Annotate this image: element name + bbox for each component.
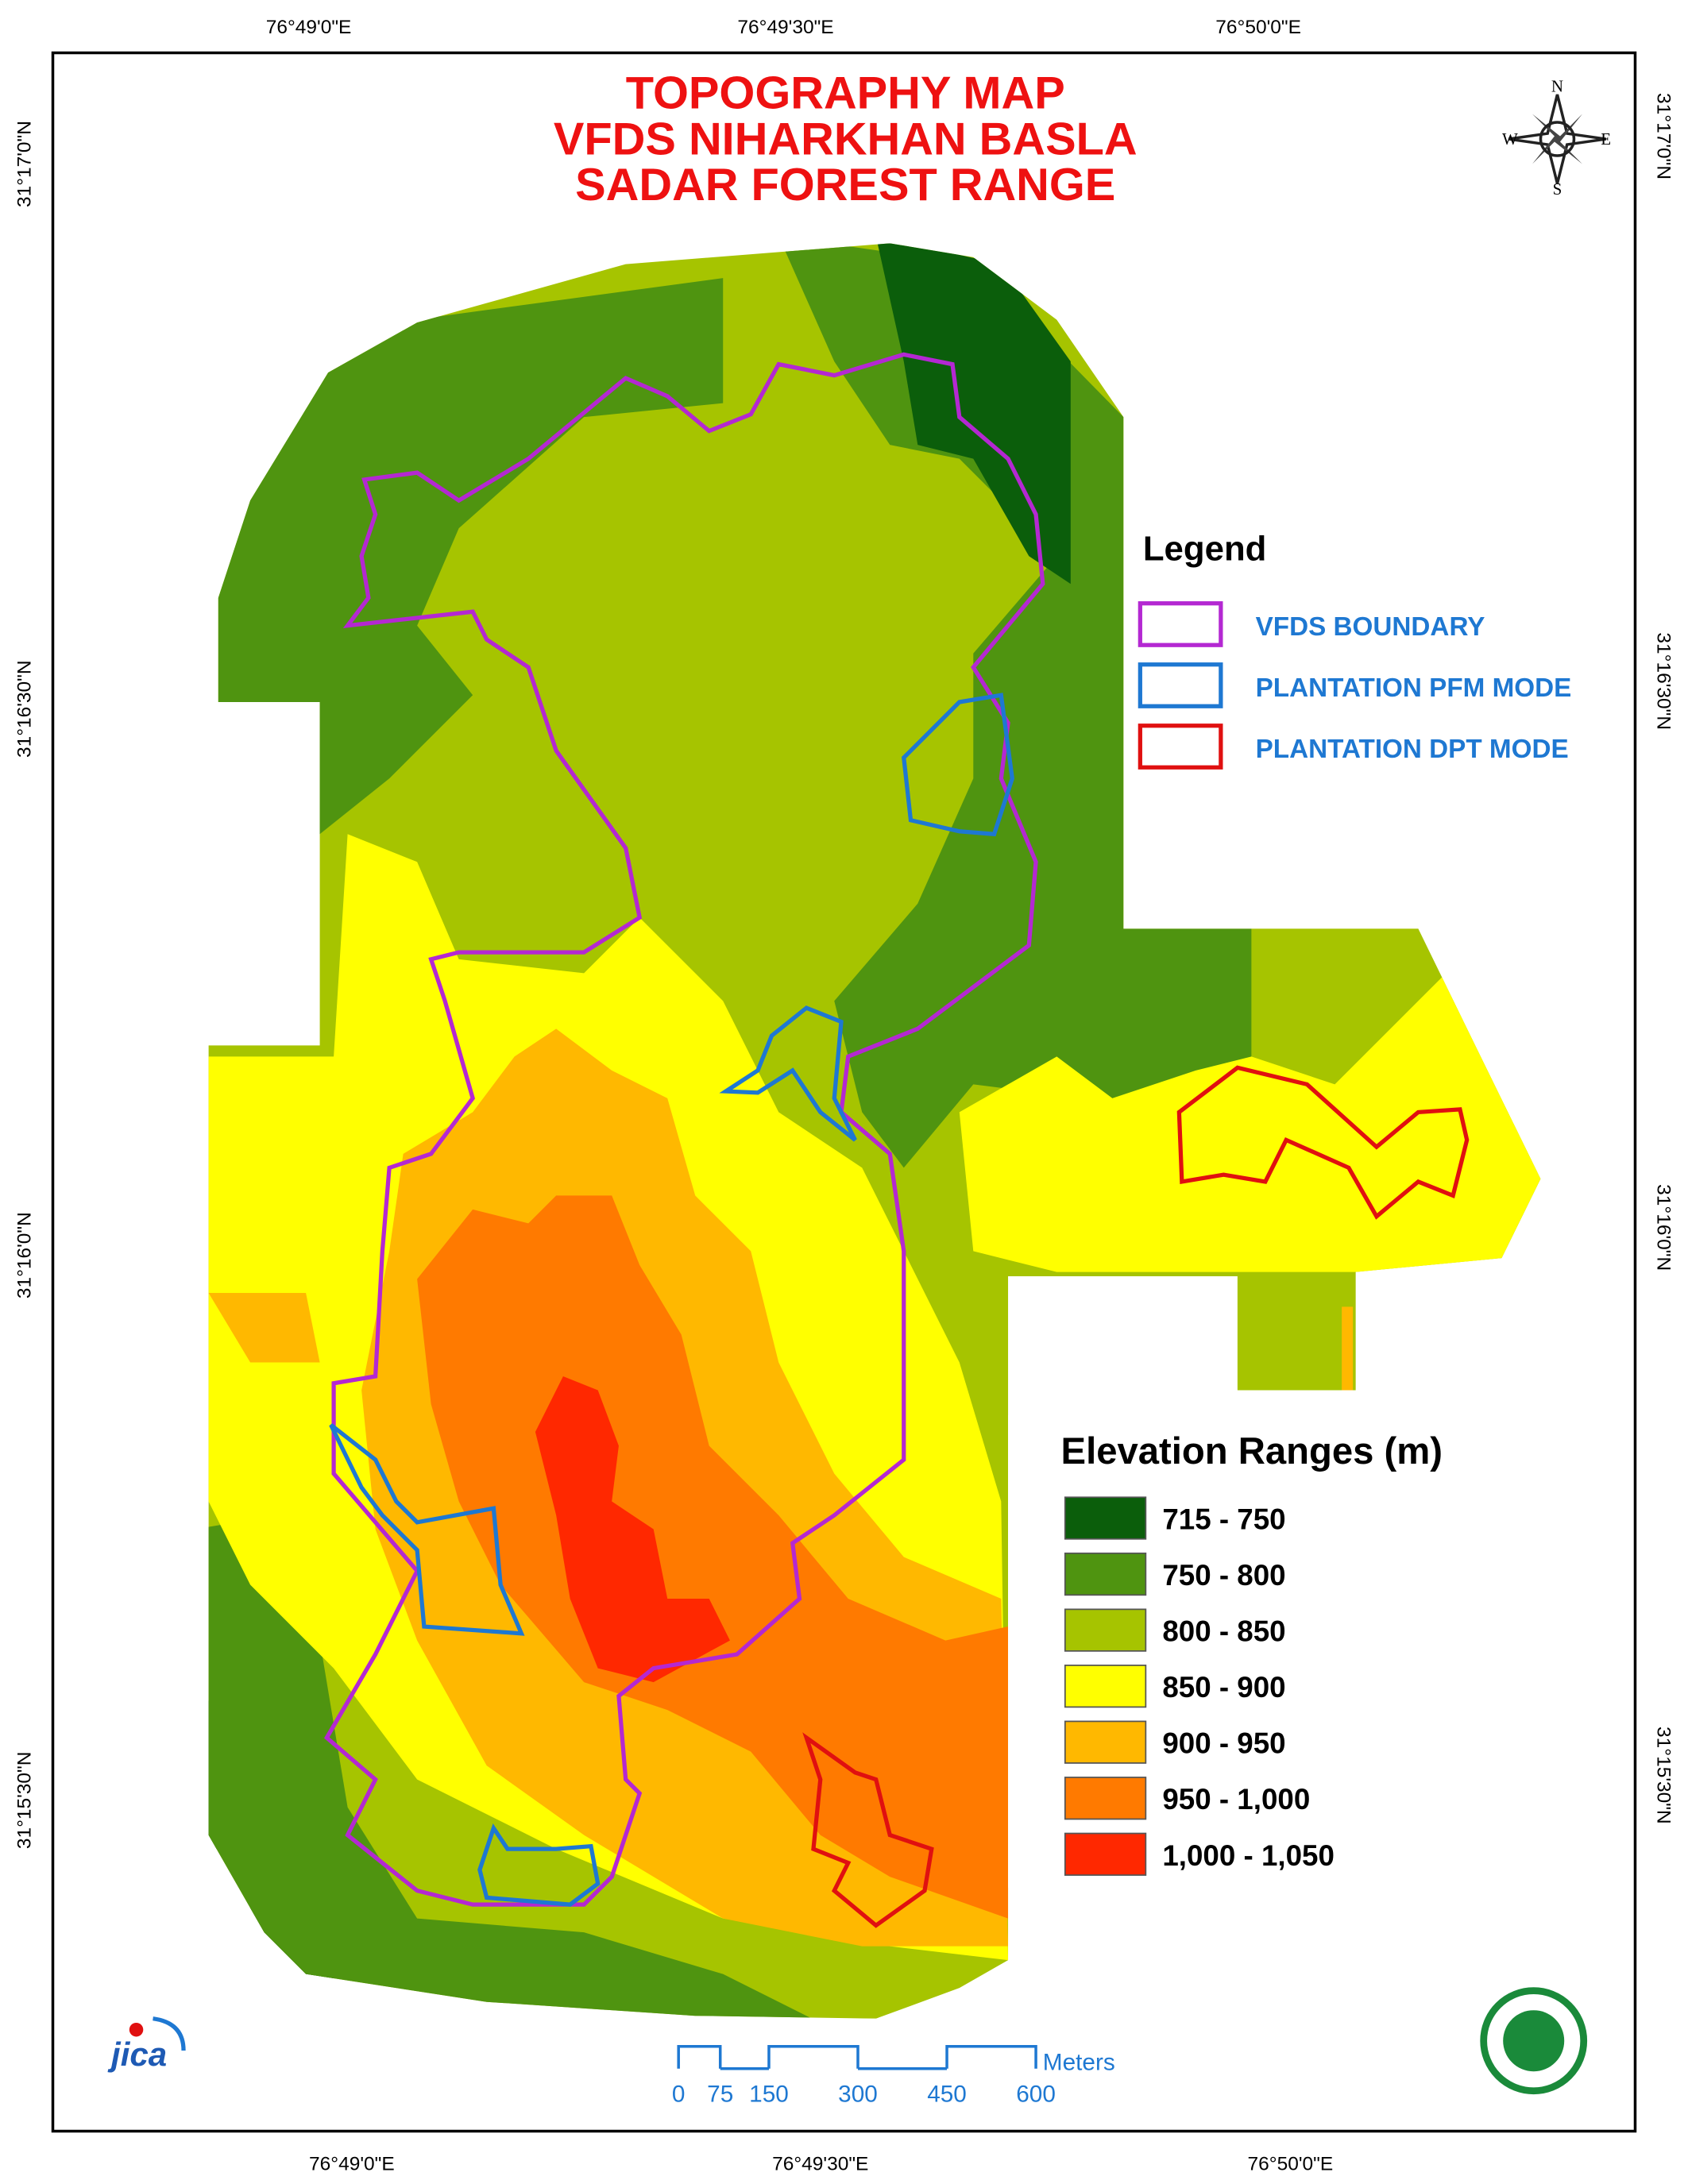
legend-label: PLANTATION PFM MODE: [1256, 673, 1572, 703]
legend-label: PLANTATION DPT MODE: [1256, 735, 1569, 764]
coord-label: 31°17'0"N: [14, 121, 36, 207]
compass: [1508, 94, 1606, 184]
elevation-label: 1,000 - 1,050: [1162, 1839, 1335, 1872]
elevation-label: 850 - 900: [1162, 1671, 1285, 1704]
pfm-plantation: [719, 1005, 857, 1142]
elevation-swatch: [1064, 1665, 1147, 1708]
dpt-plantation: [1176, 1065, 1470, 1220]
coord-label: 31°17'0"N: [1652, 93, 1674, 179]
elevation-zone: [208, 1292, 320, 1363]
elevation-map: [208, 243, 1541, 2019]
elevation-label: 900 - 950: [1162, 1727, 1285, 1760]
pfm-plantation: [902, 693, 1014, 837]
coord-label: 76°49'0"E: [309, 2153, 395, 2174]
elevation-label: 950 - 1,000: [1162, 1783, 1310, 1815]
elevation-label: 750 - 800: [1162, 1559, 1285, 1592]
coord-label: 31°16'0"N: [14, 1212, 36, 1298]
coord-label: 76°49'30"E: [772, 2153, 868, 2174]
elevation-zone: [208, 278, 724, 835]
compass-letter: E: [1601, 129, 1611, 149]
elevation-title: Elevation Ranges (m): [1061, 1430, 1443, 1472]
elevation-swatch: [1064, 1496, 1147, 1540]
boundaries: [323, 352, 1470, 1928]
coord-label: 31°16'30"N: [14, 660, 36, 758]
legend-swatch: [1138, 723, 1223, 770]
compass-letter: W: [1502, 129, 1518, 149]
scale-label: 300: [838, 2082, 878, 2108]
scale-bar: [677, 2044, 1037, 2070]
elevation-zone: [1342, 1306, 1354, 1391]
jica-logo: [129, 2016, 186, 2051]
coord-label: 76°49'0"E: [266, 17, 352, 38]
legend-swatch: [1138, 601, 1223, 647]
compass-letter: S: [1553, 179, 1562, 199]
elevation-label: 800 - 850: [1162, 1615, 1285, 1648]
coord-label: 76°49'30"E: [737, 17, 833, 38]
elevation-zone: [778, 243, 1252, 1168]
vfds-boundary: [323, 352, 1045, 1907]
scale-unit: Meters: [1043, 2049, 1115, 2075]
scale-label: 600: [1016, 2082, 1056, 2108]
elevation-zone: [535, 1376, 730, 1683]
map-title: SADAR FOREST RANGE: [575, 160, 1115, 210]
legend-swatch: [1138, 662, 1223, 708]
legend-label: VFDS BOUNDARY: [1256, 612, 1485, 642]
coord-label: 31°16'0"N: [1652, 1184, 1674, 1271]
coord-label: 76°50'0"E: [1248, 2153, 1334, 2174]
compass-letter: N: [1551, 77, 1563, 96]
scale-label: 450: [927, 2082, 967, 2108]
elevation-zone: [959, 973, 1541, 1272]
coord-label: 31°15'30"N: [14, 1752, 36, 1850]
map-title: TOPOGRAPHY MAP: [626, 68, 1065, 119]
pfm-plantation: [329, 1423, 525, 1636]
scale-label: 0: [672, 2082, 686, 2108]
elevation-label: 715 - 750: [1162, 1503, 1285, 1536]
jica-text: jica: [107, 2035, 167, 2073]
elevation-swatch: [1064, 1720, 1147, 1764]
elevation-zone: [417, 1195, 1009, 1919]
scale-label: 75: [707, 2082, 733, 2108]
coord-label: 31°15'30"N: [1652, 1727, 1674, 1824]
scale-label: 150: [749, 2082, 789, 2108]
elevation-swatch: [1064, 1608, 1147, 1652]
forest-logo: [1480, 1987, 1588, 2095]
dpt-plantation: [802, 1732, 934, 1928]
map-title: VFDS NIHARKHAN BASLA: [554, 114, 1138, 164]
elevation-swatch: [1064, 1552, 1147, 1596]
elevation-zone: [875, 243, 1071, 585]
elevation-swatch: [1064, 1832, 1147, 1876]
pfm-plantation: [477, 1823, 601, 1907]
coord-label: 31°16'30"N: [1652, 632, 1674, 730]
elevation-swatch: [1064, 1777, 1147, 1820]
elevation-zone: [208, 1515, 835, 2019]
legend-title: Legend: [1143, 529, 1267, 568]
coord-label: 76°50'0"E: [1215, 17, 1301, 38]
